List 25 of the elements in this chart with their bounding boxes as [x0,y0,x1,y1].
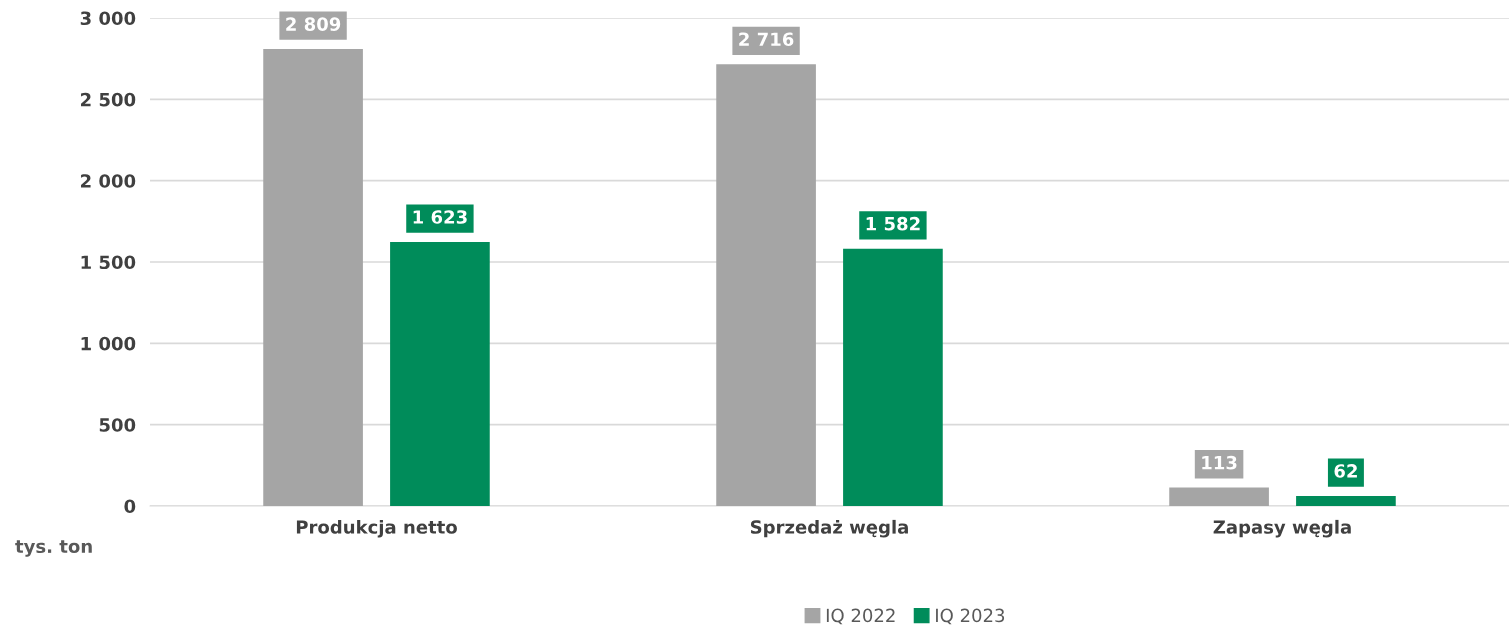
y-tick-label: 2 500 [81,92,136,107]
bar [390,241,490,506]
data-label: 113 [1202,455,1237,470]
legend-label: IQ 2023 [936,608,1005,625]
data-label: 2 809 [286,17,341,31]
x-tick-label: Zapasy węgla [1213,519,1351,538]
y-tick-label: 1 000 [81,336,136,351]
y-tick-label: 3 000 [80,11,136,26]
data-label: 62 [1334,464,1357,478]
bar [843,248,943,506]
y-tick-label: 500 [99,418,136,432]
y-axis-title: tys. ton [15,540,92,557]
bar [1169,487,1269,506]
bar [716,64,816,506]
y-tick-label: 2 000 [81,174,136,188]
data-label: 2 716 [739,32,794,47]
x-tick-label: Sprzedaż węgla [750,519,908,538]
data-label: 1 623 [413,210,467,224]
y-tick-label: 1 500 [81,255,136,270]
x-tick-label: Produkcja netto [296,519,457,538]
y-tick-label: 0 [124,499,136,514]
bar [1296,495,1396,506]
data-label: 1 582 [866,216,920,231]
legend-label: IQ 2022 [826,608,895,625]
bar [263,49,363,506]
